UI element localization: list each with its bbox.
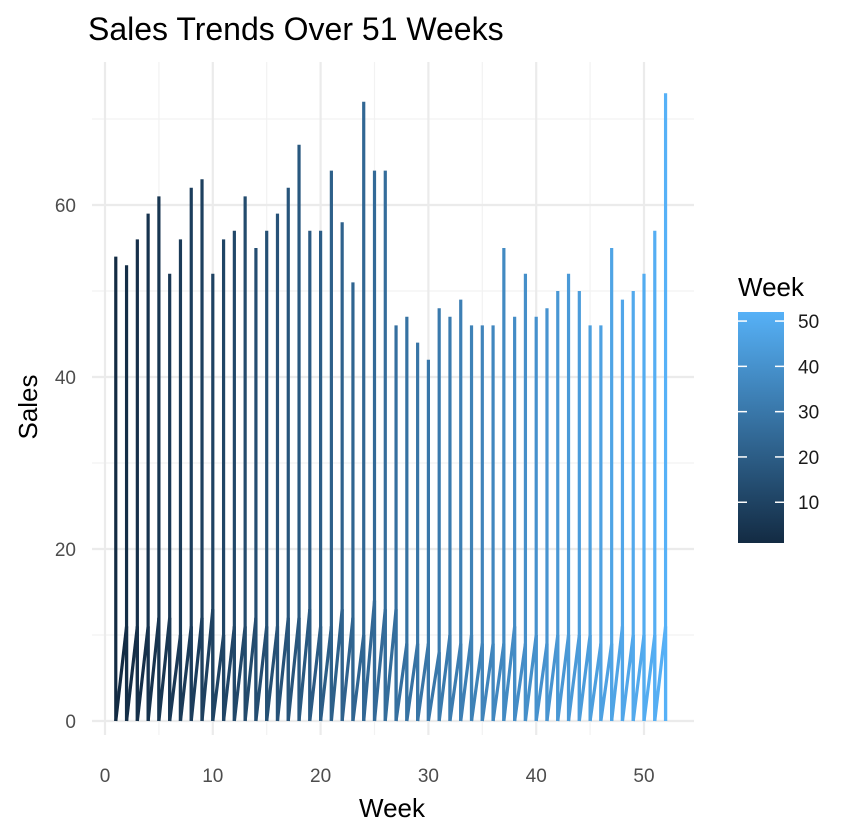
series-segment [200,609,215,722]
series-segment [642,634,657,722]
y-axis-title: Sales [13,374,43,439]
x-tick-label: 50 [633,766,654,787]
y-axis-ticks: 0 20 40 60 [55,196,76,733]
series-segment [577,634,592,722]
series-segment [653,626,668,722]
y-tick-label: 40 [55,368,76,389]
y-tick-label: 60 [55,196,76,217]
legend-label: 20 [798,448,819,469]
series-segment [566,634,581,722]
series-segment [351,634,366,722]
series-segment [631,634,646,722]
series-segment [416,643,430,722]
series-segment [545,634,560,722]
x-tick-label: 30 [418,766,439,787]
chart-title: Sales Trends Over 51 Weeks [88,11,504,47]
legend-colorbar [738,312,784,543]
series-segment [405,643,420,722]
series-segment [556,634,571,722]
series-segment [480,643,495,722]
series-segment [588,643,603,722]
series-segment [448,643,463,722]
legend-label: 40 [798,357,819,378]
series-segment [243,617,258,722]
series-segment [114,626,129,722]
series-segment [491,643,506,722]
series-segment [275,617,290,722]
series-segment [362,600,377,722]
legend: Week 10 20 30 40 50 [738,272,819,543]
series-segment [620,634,635,722]
series-segment [265,626,280,722]
x-axis-title: Week [359,793,426,823]
series-segment [211,634,226,722]
series-segment [146,617,161,722]
y-tick-label: 0 [65,712,76,733]
x-tick-label: 40 [526,766,547,787]
legend-title: Week [738,272,805,302]
series-segment [610,626,625,722]
x-tick-label: 10 [202,766,223,787]
series-segment [469,643,484,722]
series-segment [426,651,441,722]
series-segment [308,626,323,722]
y-tick-label: 20 [55,540,76,561]
x-axis-ticks: 0 10 20 30 40 50 [100,766,655,787]
series-segment [513,643,528,722]
series-segment [297,609,312,722]
series-segment [523,634,538,722]
series-segment [340,617,355,722]
series-segment [254,626,269,722]
series-segment [459,634,474,722]
series-segment [124,626,139,722]
sales-series [114,93,668,722]
legend-ticks: 10 20 30 40 50 [738,312,819,514]
series-segment [168,634,183,722]
series-segment [437,634,452,722]
legend-label: 30 [798,403,819,424]
x-tick-label: 20 [310,766,331,787]
series-segment [394,643,409,722]
series-segment [135,626,150,722]
series-segment [502,626,517,722]
legend-label: 10 [798,493,819,514]
series-segment [372,609,387,722]
series-segment [157,617,172,722]
series-segment [383,609,398,722]
series-segment [599,643,614,722]
legend-label: 50 [798,312,819,333]
x-tick-label: 0 [100,766,111,787]
series-segment [189,617,204,722]
series-segment [534,643,549,722]
series-segment [329,609,344,722]
series-segment [232,626,247,722]
series-segment [221,626,236,722]
series-segment [178,626,193,722]
series-segment [319,626,333,722]
series-segment [286,617,301,722]
